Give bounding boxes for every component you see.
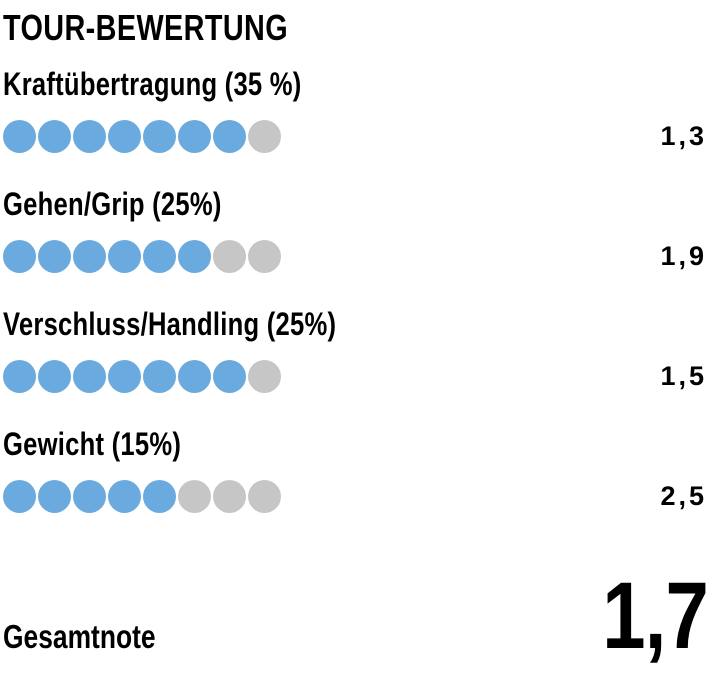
rating-dot-filled xyxy=(38,240,71,273)
rating-dot-filled xyxy=(3,360,36,393)
total-label: Gesamtnote xyxy=(3,618,156,655)
rating-dot-filled xyxy=(73,240,106,273)
rating-row: Kraftübertragung (35 %) 1,3 xyxy=(3,64,708,153)
dot-scale: 2,5 xyxy=(3,480,708,513)
rating-dot-filled xyxy=(73,120,106,153)
total-label-wrap: Gesamtnote xyxy=(3,617,194,657)
rating-row: Verschluss/Handling (25%) 1,5 xyxy=(3,304,708,393)
total-row: Gesamtnote 1,7 xyxy=(3,563,709,669)
rating-category-label: Gehen/Grip (25%) xyxy=(3,186,222,222)
rating-dot-filled xyxy=(3,480,36,513)
rating-dot-filled xyxy=(178,360,211,393)
rating-category-line: Gewicht (15%) xyxy=(3,424,708,464)
rating-category-label: Gewicht (15%) xyxy=(3,426,182,462)
rating-dot-empty xyxy=(178,480,211,513)
rating-value: 2,5 xyxy=(660,481,707,511)
rating-category-label: Kraftübertragung (35 %) xyxy=(3,66,302,102)
rating-dot-filled xyxy=(73,360,106,393)
rating-dot-empty xyxy=(213,480,246,513)
rating-dot-filled xyxy=(108,360,141,393)
rating-dot-filled xyxy=(3,120,36,153)
rating-value: 1,9 xyxy=(660,241,707,271)
title-line: TOUR-BEWERTUNG xyxy=(3,6,708,50)
rating-dot-empty xyxy=(248,480,281,513)
dot-scale: 1,9 xyxy=(3,240,708,273)
total-value-wrap: 1,7 xyxy=(579,563,709,669)
rating-dot-filled xyxy=(3,240,36,273)
rating-dot-filled xyxy=(178,240,211,273)
page-title: TOUR-BEWERTUNG xyxy=(3,7,289,48)
rating-dot-filled xyxy=(108,120,141,153)
rating-rows: Kraftübertragung (35 %) 1,3 Gehen/Grip (25… xyxy=(3,64,708,513)
rating-dot-empty xyxy=(248,240,281,273)
rating-dot-filled xyxy=(143,480,176,513)
rating-row: Gewicht (15%) 2,5 xyxy=(3,424,708,513)
rating-dot-filled xyxy=(38,480,71,513)
rating-dot-filled xyxy=(143,240,176,273)
rating-dot-filled xyxy=(143,120,176,153)
rating-dot-filled xyxy=(108,480,141,513)
rating-category-label: Verschluss/Handling (25%) xyxy=(3,306,337,342)
rating-value: 1,5 xyxy=(660,361,707,391)
rating-dot-filled xyxy=(213,360,246,393)
rating-dot-empty xyxy=(213,240,246,273)
rating-dot-filled xyxy=(213,120,246,153)
rating-value: 1,3 xyxy=(660,121,707,151)
rating-dot-filled xyxy=(73,480,106,513)
rating-dot-filled xyxy=(143,360,176,393)
total-value: 1,7 xyxy=(602,563,709,669)
dot-scale: 1,3 xyxy=(3,120,708,153)
rating-row: Gehen/Grip (25%) 1,9 xyxy=(3,184,708,273)
rating-dot-empty xyxy=(248,360,281,393)
rating-dot-empty xyxy=(248,120,281,153)
rating-dot-filled xyxy=(108,240,141,273)
rating-category-line: Gehen/Grip (25%) xyxy=(3,184,708,224)
rating-category-line: Verschluss/Handling (25%) xyxy=(3,304,708,344)
rating-category-line: Kraftübertragung (35 %) xyxy=(3,64,708,104)
dot-scale: 1,5 xyxy=(3,360,708,393)
rating-dot-filled xyxy=(38,120,71,153)
rating-dot-filled xyxy=(178,120,211,153)
rating-dot-filled xyxy=(38,360,71,393)
